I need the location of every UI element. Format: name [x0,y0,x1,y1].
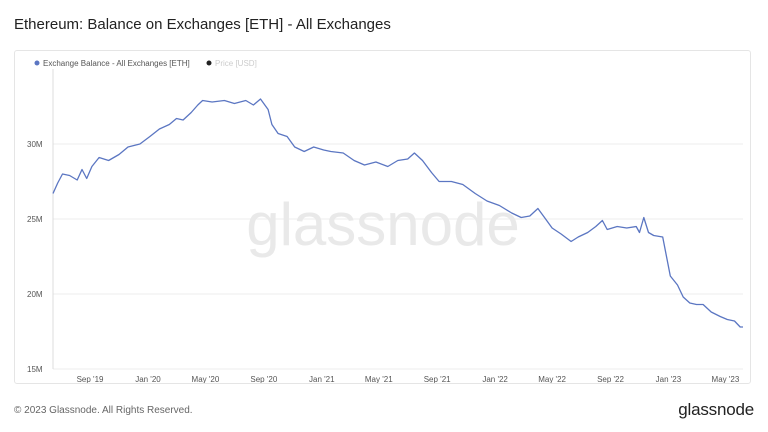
axis-layer: 15M 20M 25M 30M Sep '19 Jan '20 May '20 Sep '20… [27,69,740,383]
y-tick-label: 15M [27,365,43,374]
chart-legend[interactable]: Exchange Balance - All Exchanges [ETH] Pr… [34,59,257,68]
x-tick-label: Jan '21 [309,375,335,383]
x-tick-label: May '20 [192,375,220,383]
legend-label: Exchange Balance - All Exchanges [ETH] [43,59,190,68]
copyright-text: © 2023 Glassnode. All Rights Reserved. [14,405,193,416]
series-line-exchange-balance[interactable] [52,98,743,328]
series-layer[interactable] [52,98,743,328]
chart-svg: glassnode 15M 20M 25M 30M Sep '19 Jan '20 May … [27,59,743,383]
x-tick-label: Sep '19 [77,375,104,383]
x-tick-label: May '22 [538,375,566,383]
y-tick-label: 20M [27,290,43,299]
x-tick-label: Jan '22 [482,375,508,383]
x-tick-label: Sep '20 [250,375,277,383]
legend-item[interactable]: Price [USD] [206,59,257,68]
chart-card: glassnode 15M 20M 25M 30M Sep '19 Jan '20 May … [14,50,751,384]
watermark: glassnode [246,191,520,258]
grid-layer [53,143,743,370]
x-tick-label: May '21 [365,375,393,383]
page-title: Ethereum: Balance on Exchanges [ETH] - A… [14,16,391,33]
x-tick-label: Sep '21 [424,375,451,383]
x-tick-label: Jan '23 [656,375,682,383]
legend-label: Price [USD] [215,59,257,68]
x-tick-label: May '23 [712,375,740,383]
legend-marker-icon [206,60,212,66]
legend-item[interactable]: Exchange Balance - All Exchanges [ETH] [34,59,190,68]
x-tick-label: Jan '20 [135,375,161,383]
x-tick-label: Sep '22 [597,375,624,383]
glassnode-logo[interactable]: glassnode [678,400,754,419]
y-tick-label: 25M [27,215,43,224]
legend-marker-icon [34,60,40,66]
y-tick-label: 30M [27,140,43,149]
